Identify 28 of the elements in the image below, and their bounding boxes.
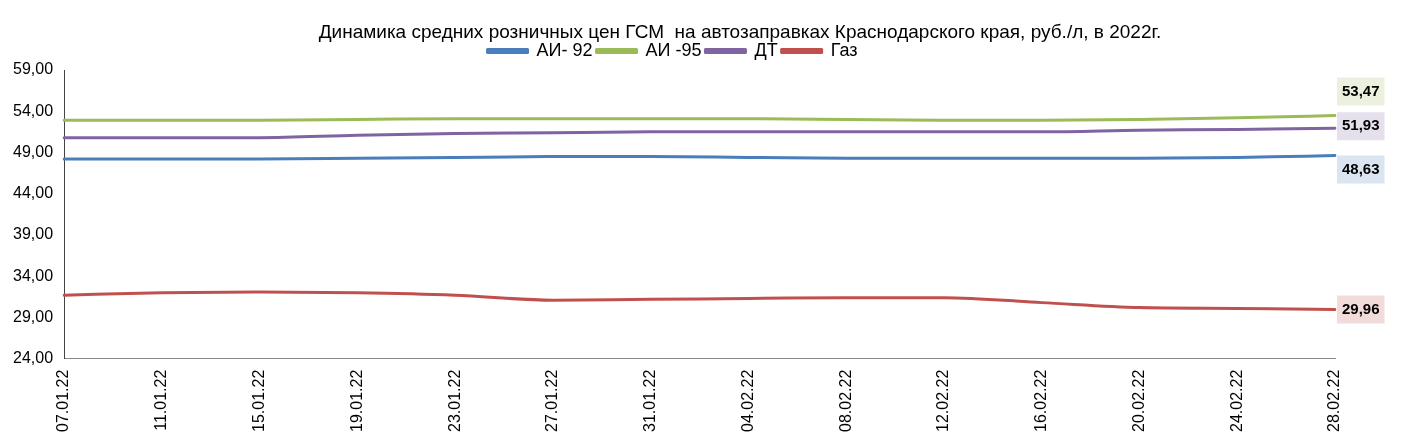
x-tick-label: 16.02.22	[1032, 369, 1050, 432]
y-tick-label: 34,00	[12, 266, 54, 284]
x-tick-label: 11.01.22	[152, 369, 170, 431]
x-tick-label: 27.01.22	[543, 369, 561, 432]
y-tick-label: 29,00	[12, 307, 54, 325]
data-label: 48,63	[1342, 159, 1380, 177]
x-tick-label: 31.01.22	[641, 369, 659, 432]
x-tick-label: 08.02.22	[836, 369, 854, 432]
y-tick-label: 49,00	[12, 142, 54, 160]
y-tick-label: 59,00	[12, 60, 54, 78]
x-tick-label: 04.02.22	[738, 369, 756, 432]
x-tick-label: 15.01.22	[249, 369, 267, 432]
y-tick-label: 54,00	[12, 101, 54, 119]
x-tick-label: 24.02.22	[1227, 369, 1245, 432]
y-tick-label: 24,00	[12, 349, 54, 367]
line-series	[62, 290, 1337, 312]
x-tick-label: 07.01.22	[54, 369, 72, 432]
data-label: 53,47	[1342, 81, 1380, 99]
line-series	[62, 126, 1337, 140]
x-tick-label: 12.02.22	[934, 369, 952, 432]
x-tick-label: 28.02.22	[1325, 369, 1343, 432]
y-tick-label: 39,00	[12, 225, 54, 243]
data-label: 29,96	[1342, 299, 1380, 317]
data-label: 51,93	[1342, 116, 1380, 134]
x-tick-label: 19.01.22	[347, 369, 365, 432]
y-tick-label: 44,00	[12, 184, 54, 202]
x-tick-label: 23.01.22	[445, 369, 463, 432]
x-tick-label: 20.02.22	[1129, 369, 1147, 432]
